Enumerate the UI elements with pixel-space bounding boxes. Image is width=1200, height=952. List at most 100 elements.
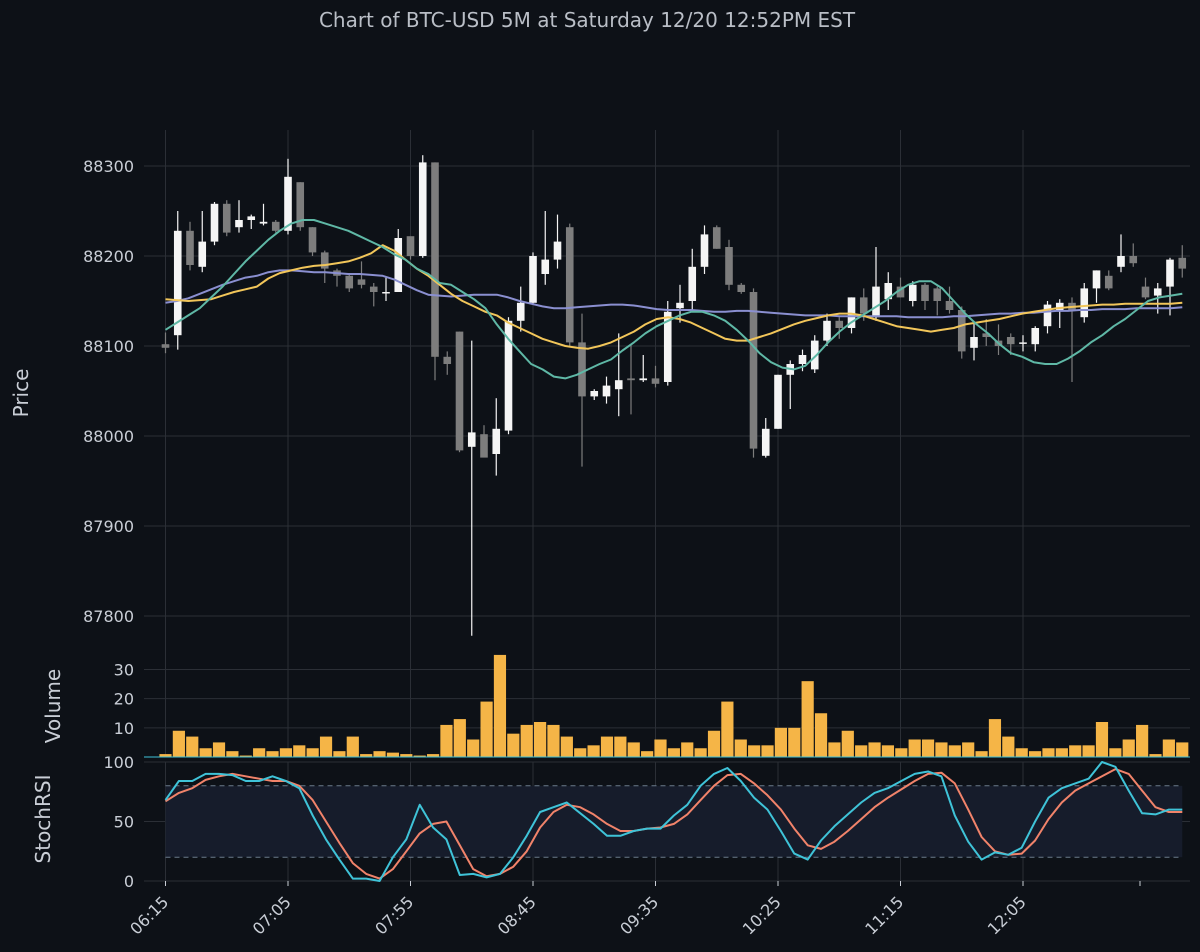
candle-up [1031, 328, 1040, 345]
stochrsi-tick-label: 50 [114, 813, 134, 832]
volume-bar [534, 722, 547, 757]
candle-down [1006, 337, 1015, 345]
volume-bar [1002, 736, 1015, 757]
stochrsi-band [165, 785, 1183, 858]
volume-bar [721, 701, 734, 757]
stochrsi-tick-label: 100 [103, 753, 134, 772]
volume-bar [641, 751, 654, 757]
candle-up [173, 230, 182, 336]
volume-bar [801, 681, 814, 757]
candle-down [896, 286, 905, 298]
candle-up [1043, 304, 1052, 327]
candle-up [1055, 302, 1064, 310]
x-tick-label: 08:45 [494, 892, 540, 938]
stochrsi-tick-label: 0 [124, 872, 134, 891]
volume-bar [226, 751, 239, 757]
volume-bar [333, 751, 346, 757]
price-panel: 87800 87900 88000 88100 88200 88300 [83, 130, 1190, 652]
candle-down [271, 221, 280, 231]
candle-up [541, 259, 550, 274]
price-axis-label: Price [9, 369, 33, 418]
volume-bar [1082, 745, 1095, 757]
volume-bar [614, 736, 627, 757]
volume-bar [346, 736, 359, 757]
candle-up [504, 320, 513, 431]
candle-up [774, 374, 782, 429]
candle-down [749, 292, 758, 449]
candle-up [418, 162, 427, 256]
candle-up [602, 385, 611, 397]
volume-bar [761, 745, 774, 757]
candle-up [1153, 288, 1162, 296]
volume-bar [975, 751, 988, 757]
x-tick-label: 07:55 [371, 892, 417, 938]
candle-up [247, 216, 256, 220]
volume-bar [186, 736, 199, 757]
x-tick-label: 10:25 [739, 892, 785, 938]
candle-up [198, 241, 207, 267]
volume-bar [413, 755, 426, 757]
candle-up [676, 302, 684, 309]
volume-bar [172, 730, 185, 757]
volume-bar [627, 742, 640, 757]
stochrsi-d-line [164, 768, 1183, 880]
volume-bar [440, 724, 453, 757]
candle-up [872, 286, 880, 318]
volume-bar [681, 742, 694, 757]
stochrsi-axis-label: StochRSI [31, 775, 55, 864]
volume-bar [694, 748, 707, 757]
volume-bar [788, 727, 801, 757]
volume-bar [306, 748, 319, 757]
time-axis: 06:15 07:05 07:55 08:45 09:35 10:25 11:15 12:05 [126, 881, 1141, 938]
candle-down [945, 301, 954, 310]
candle-down [455, 331, 464, 451]
candle-up [1166, 259, 1174, 287]
candle-down [578, 342, 586, 397]
candle-down [627, 378, 635, 381]
candle-up [1019, 342, 1027, 344]
candle-down [933, 288, 942, 301]
candle-down [957, 310, 966, 352]
candle-down [357, 279, 366, 285]
candle-down [712, 227, 721, 249]
ma-fast-line [164, 219, 1183, 380]
candle-down [369, 286, 378, 292]
volume-bar [587, 745, 600, 757]
volume-bar [293, 745, 306, 757]
volume-bar [841, 730, 854, 757]
candle-up [663, 311, 672, 382]
volume-bar [855, 745, 868, 757]
volume-bar [319, 736, 333, 757]
chart-title: Chart of BTC-USD 5M at Saturday 12/20 12… [319, 8, 856, 32]
volume-bar [1055, 748, 1068, 757]
candle-up [798, 355, 807, 364]
candle-down [431, 162, 439, 357]
price-tick-label: 88100 [83, 337, 134, 356]
ma-mid-line [165, 244, 1183, 350]
candle-up [259, 221, 268, 224]
candle-up [529, 256, 537, 303]
x-tick-label: 11:15 [861, 892, 907, 938]
candle-up [688, 266, 697, 301]
candle-up [908, 284, 917, 301]
candle-down [859, 297, 868, 314]
candle-up [492, 428, 501, 454]
volume-bar [373, 751, 386, 757]
volume-bar [707, 730, 721, 757]
candle-down [835, 320, 844, 328]
volume-bar [1069, 745, 1082, 757]
volume-bar [266, 751, 279, 757]
volume-bar [748, 745, 761, 757]
candle-up [970, 337, 978, 348]
candle-down [186, 230, 194, 265]
price-tick-label: 88000 [83, 427, 134, 446]
volume-bar [1042, 748, 1055, 757]
volume-bar [895, 748, 908, 757]
candle-down [982, 333, 991, 337]
x-tick-label: 09:35 [616, 892, 662, 938]
candle-up [614, 380, 623, 390]
volume-bar [774, 727, 787, 757]
candle-down [1178, 257, 1187, 269]
stochrsi-k-line [164, 761, 1183, 882]
